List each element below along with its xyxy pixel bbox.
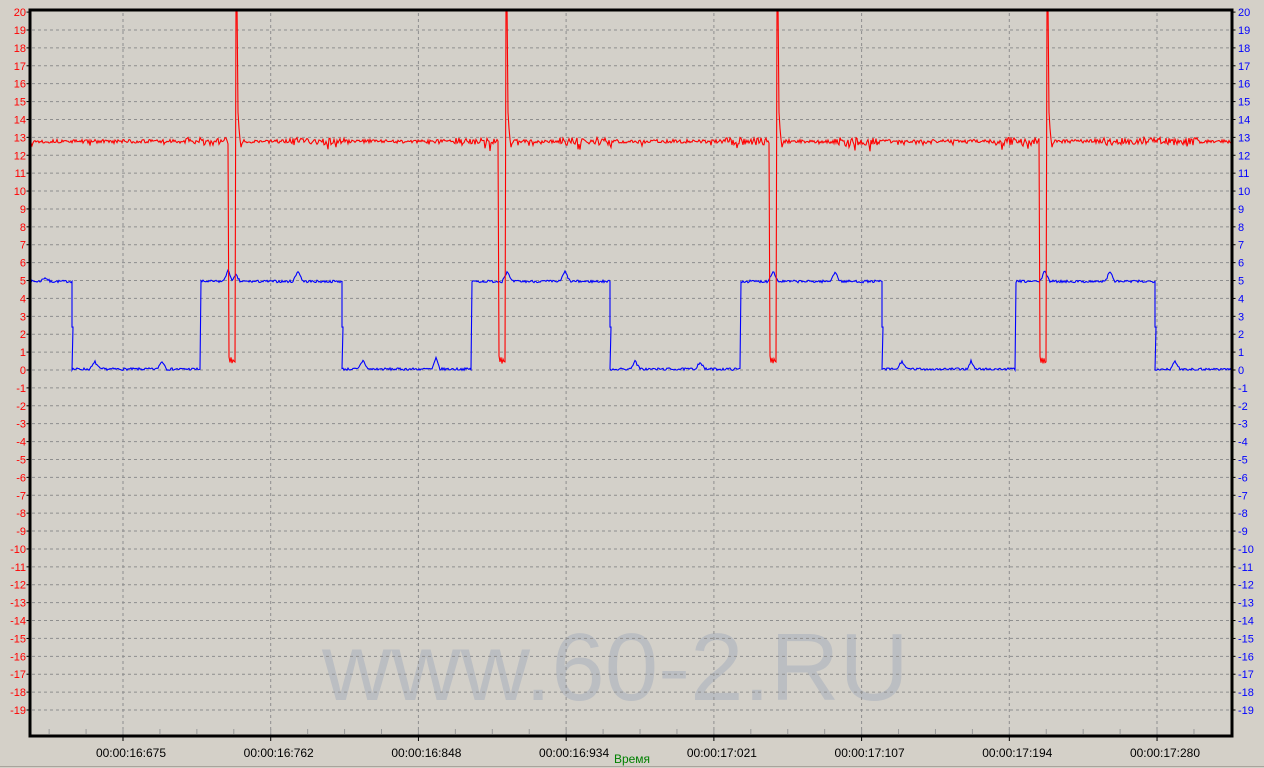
y-axis-label-left: 2: [20, 329, 26, 341]
x-axis-label: 00:00:17:107: [835, 746, 905, 760]
y-axis-label-left: 17: [14, 61, 26, 73]
y-axis-label-left: 13: [14, 132, 26, 144]
y-axis-label-right: 1: [1238, 347, 1244, 359]
y-axis-label-right: 14: [1238, 114, 1250, 126]
y-axis-label-right: -8: [1238, 508, 1248, 520]
y-axis-label-right: -18: [1238, 687, 1254, 699]
y-axis-label-right: -19: [1238, 705, 1254, 717]
y-axis-label-right: -17: [1238, 669, 1254, 681]
y-axis-label-right: 7: [1238, 240, 1244, 252]
y-axis-label-left: -10: [10, 544, 26, 556]
y-axis-label-right: -11: [1238, 562, 1253, 574]
y-axis-label-right: -5: [1238, 454, 1248, 466]
x-axis-title: Время: [614, 752, 650, 766]
y-axis-label-right: -16: [1238, 651, 1254, 663]
x-axis-label: 00:00:17:194: [982, 746, 1052, 760]
x-axis-label: 00:00:17:280: [1130, 746, 1200, 760]
ignition-voltage-trace: [31, 11, 1231, 364]
y-axis-label-right: -2: [1238, 401, 1248, 413]
y-axis-label-left: 16: [14, 79, 26, 91]
y-axis-label-right: -1: [1238, 383, 1248, 395]
y-axis-label-left: -12: [10, 580, 26, 592]
y-axis-label-right: -9: [1238, 526, 1248, 538]
y-axis-label-left: -19: [10, 705, 26, 717]
y-axis-label-right: 8: [1238, 222, 1244, 234]
y-axis-label-left: 14: [14, 114, 26, 126]
y-axis-label-left: 4: [20, 293, 26, 305]
y-axis-label-left: -1: [16, 383, 26, 395]
y-axis-label-left: -8: [16, 508, 26, 520]
x-axis-label: 00:00:16:675: [96, 746, 166, 760]
y-axis-label-right: 2: [1238, 329, 1244, 341]
y-axis-label-left: 20: [14, 7, 26, 19]
y-axis-right: 20191817161514131211109876543210-1-2-3-4…: [1238, 7, 1254, 717]
y-axis-label-left: 7: [20, 240, 26, 252]
y-axis-label-left: -9: [16, 526, 26, 538]
y-axis-label-left: -2: [16, 401, 26, 413]
y-axis-label-left: 15: [14, 97, 26, 109]
y-axis-label-left: -17: [10, 669, 26, 681]
y-axis-label-right: 0: [1238, 365, 1244, 377]
y-axis-label-left: -11: [11, 562, 26, 574]
plot-area[interactable]: [30, 10, 1232, 736]
y-axis-label-left: 5: [20, 276, 26, 288]
watermark: www.60-2.RU: [321, 614, 909, 721]
y-axis-label-left: -3: [16, 419, 26, 431]
y-axis-label-left: 9: [20, 204, 26, 216]
plot-border: [28, 8, 1234, 738]
y-axis-label-right: 5: [1238, 276, 1244, 288]
y-axis-label-right: 19: [1238, 25, 1250, 37]
y-axis-label-right: 15: [1238, 97, 1250, 109]
y-axis-label-right: 10: [1238, 186, 1250, 198]
y-axis-label-left: 1: [20, 347, 26, 359]
y-axis-label-right: -14: [1238, 616, 1254, 628]
x-axis-label: 00:00:17:021: [687, 746, 757, 760]
y-axis-label-right: 11: [1238, 168, 1249, 180]
y-axis-label-right: 9: [1238, 204, 1244, 216]
y-axis-label-right: 13: [1238, 132, 1250, 144]
y-axis-label-left: 11: [15, 168, 26, 180]
y-axis-label-left: 6: [20, 258, 26, 270]
y-axis-label-right: 3: [1238, 311, 1244, 323]
y-axis-left: 20191817161514131211109876543210-1-2-3-4…: [10, 7, 26, 717]
y-axis-label-left: -18: [10, 687, 26, 699]
y-axis-label-left: 3: [20, 311, 26, 323]
y-axis-label-right: -13: [1238, 598, 1254, 610]
y-axis-label-left: 12: [14, 150, 26, 162]
x-axis-label: 00:00:16:934: [539, 746, 609, 760]
y-axis-label-left: -7: [16, 490, 26, 502]
y-axis-label-left: -16: [10, 651, 26, 663]
x-axis-label: 00:00:16:848: [391, 746, 461, 760]
y-axis-label-right: 12: [1238, 150, 1250, 162]
y-axis-label-left: -5: [16, 454, 26, 466]
y-axis-label-right: -6: [1238, 472, 1248, 484]
y-axis-label-left: 10: [14, 186, 26, 198]
y-axis-label-left: 19: [14, 25, 26, 37]
y-axis-label-left: -13: [10, 598, 26, 610]
y-axis-label-right: -12: [1238, 580, 1254, 592]
y-axis-label-right: -7: [1238, 490, 1248, 502]
y-axis-label-right: -4: [1238, 437, 1248, 449]
y-axis-label-right: -15: [1238, 633, 1254, 645]
y-axis-label-right: 18: [1238, 43, 1250, 55]
y-axis-label-left: 18: [14, 43, 26, 55]
y-axis-label-right: 4: [1238, 293, 1244, 305]
y-axis-label-right: -3: [1238, 419, 1248, 431]
x-axis-labels: 00:00:16:675 00:00:16:762 00:00:16:848 00:0…: [96, 746, 1200, 760]
y-axis-label-right: -10: [1238, 544, 1254, 556]
x-axis-label: 00:00:16:762: [244, 746, 314, 760]
y-axis-label-left: -6: [16, 472, 26, 484]
y-axis-label-left: -14: [10, 616, 26, 628]
y-axis-label-left: -4: [16, 437, 26, 449]
y-axis-label-left: -15: [10, 633, 26, 645]
y-axis-label-right: 17: [1238, 61, 1250, 73]
y-axis-label-right: 16: [1238, 79, 1250, 91]
square-wave-trace: [31, 268, 1231, 373]
y-axis-label-left: 0: [20, 365, 26, 377]
y-axis-label-right: 20: [1238, 7, 1250, 19]
y-axis-label-left: 8: [20, 222, 26, 234]
y-axis-label-right: 6: [1238, 258, 1244, 270]
